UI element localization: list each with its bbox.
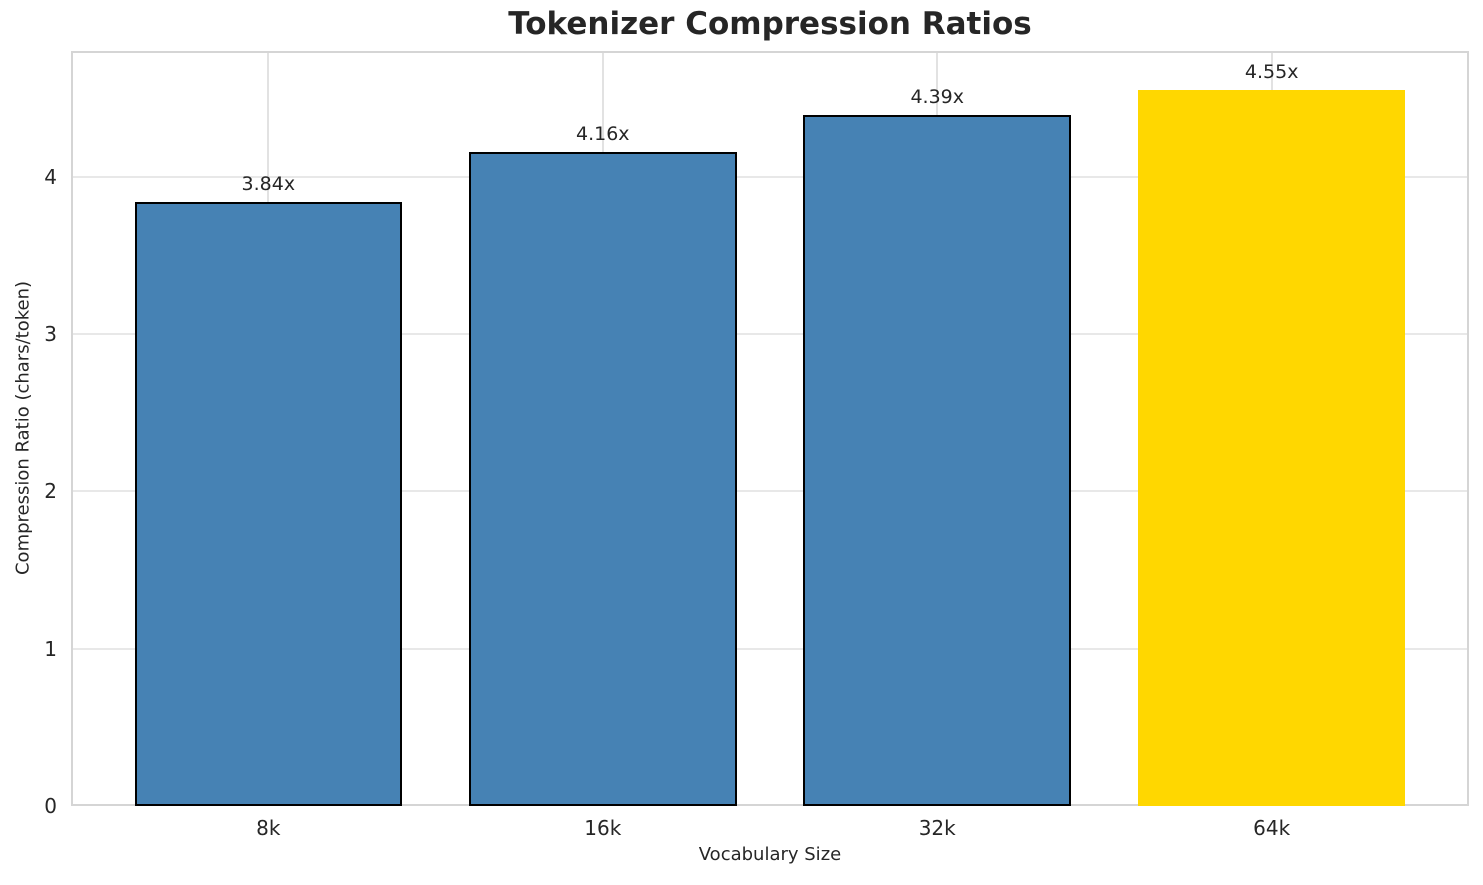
y-tick-label: 3: [44, 322, 57, 347]
x-axis-label: Vocabulary Size: [698, 844, 842, 865]
grid-line-horizontal: [73, 333, 1467, 336]
bar-value-label: 4.16x: [575, 122, 630, 145]
bar-value-label: 4.39x: [910, 86, 964, 109]
grid-line-horizontal: [73, 490, 1467, 493]
grid-line-horizontal: [73, 175, 1467, 178]
x-tick-label: 16k: [584, 816, 622, 840]
y-tick-label: 2: [44, 479, 57, 504]
y-tick-label: 4: [44, 164, 57, 189]
bar-16k: [468, 151, 737, 806]
y-tick-label: 1: [44, 636, 57, 661]
x-tick-label: 32k: [918, 816, 956, 840]
bar-64k: [1137, 90, 1406, 806]
chart-title: Tokenizer Compression Ratios: [508, 6, 1032, 42]
y-tick-label: 0: [44, 794, 57, 818]
x-tick-label: 64k: [1253, 816, 1291, 840]
bar-8k: [134, 202, 403, 806]
bar-value-label: 4.55x: [1244, 61, 1299, 84]
bar-value-label: 3.84x: [241, 173, 296, 195]
grid-line-horizontal: [73, 647, 1467, 650]
bar-32k: [803, 115, 1071, 806]
x-tick-label: 8k: [256, 816, 281, 840]
